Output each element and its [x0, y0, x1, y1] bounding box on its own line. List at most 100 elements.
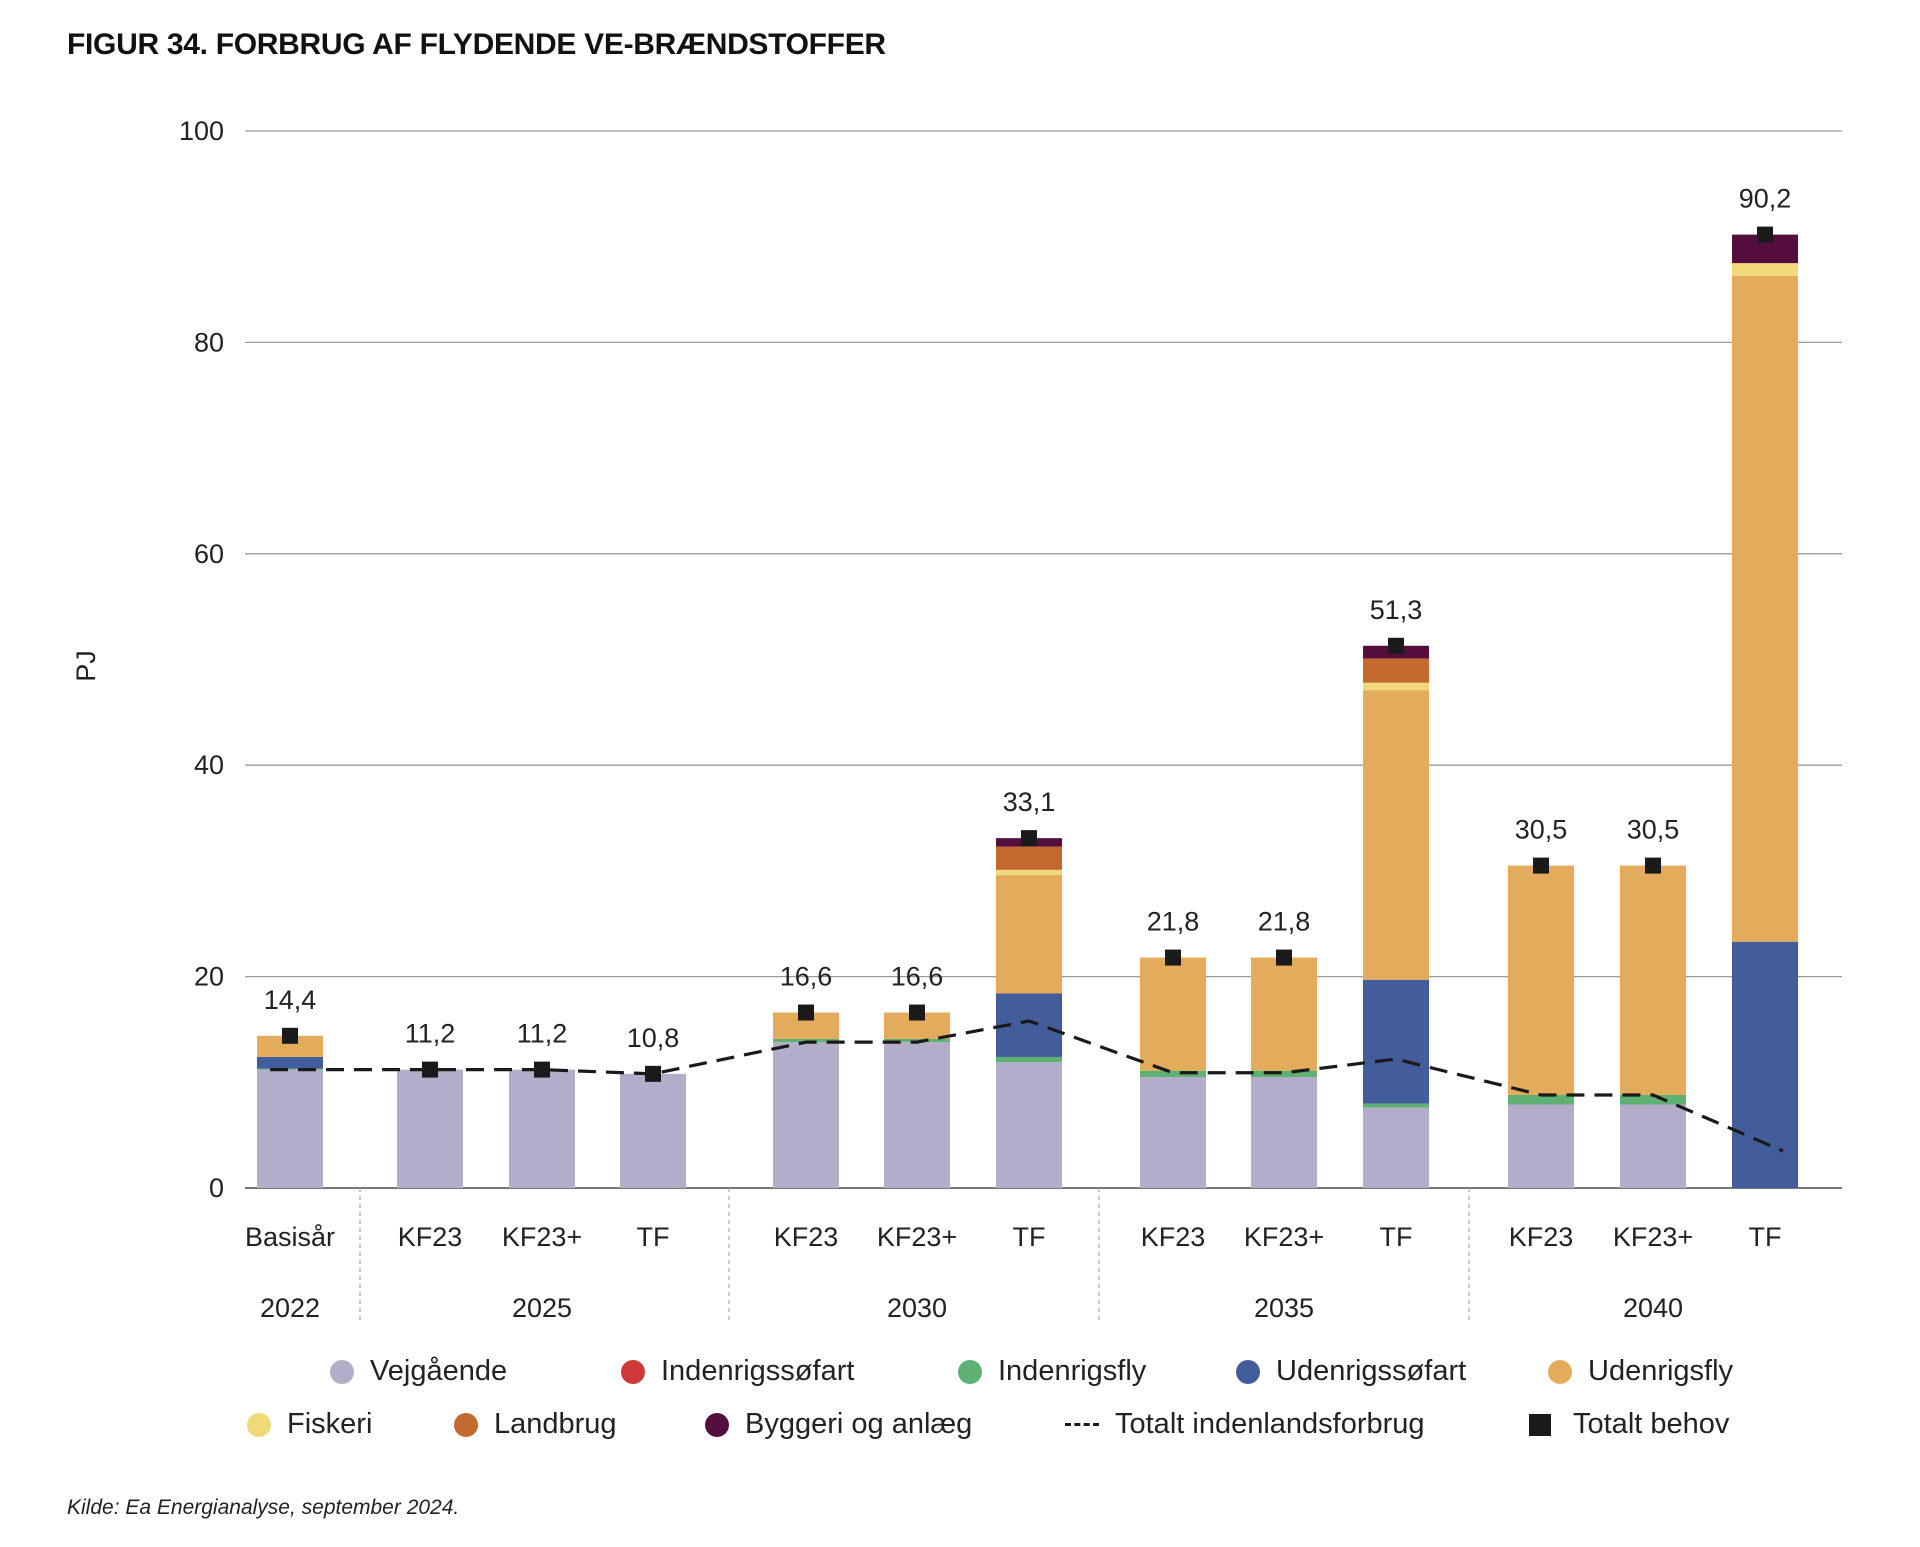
total-marker: [534, 1061, 550, 1078]
data-label: 90,2: [1739, 184, 1792, 214]
legend-dot-icon: [454, 1412, 478, 1437]
bar-segment: [996, 846, 1062, 870]
bar-segment: [1363, 658, 1429, 683]
data-label: 16,6: [780, 962, 833, 992]
x-category-label: KF23: [1509, 1222, 1574, 1252]
legend-label: Totalt indenlandsforbrug: [1115, 1408, 1425, 1440]
bar-segment: [1251, 957, 1317, 1071]
legend-item: Indenrigssøfart: [621, 1355, 854, 1388]
legend-dot-icon: [1236, 1359, 1260, 1384]
data-label: 16,6: [891, 962, 944, 992]
data-label: 21,8: [1147, 907, 1200, 937]
bar-segment: [1363, 1103, 1429, 1108]
data-label: 10,8: [627, 1023, 680, 1053]
total-marker: [1165, 949, 1181, 966]
legend-label: Udenrigsfly: [1588, 1355, 1734, 1387]
total-marker: [645, 1065, 661, 1082]
bar-segment: [1251, 1077, 1317, 1188]
bar-segment: [1508, 865, 1574, 1095]
y-tick-label: 40: [194, 750, 224, 780]
legend-dot-icon: [705, 1412, 729, 1437]
x-category-label: KF23+: [1244, 1222, 1324, 1252]
bar-segment: [1620, 1094, 1686, 1105]
legend-label: Byggeri og anlæg: [745, 1408, 973, 1440]
x-group-label: 2025: [512, 1293, 572, 1323]
legend-label: Udenrigssøfart: [1276, 1355, 1467, 1387]
total-marker: [1757, 226, 1773, 243]
x-category-label: TF: [637, 1222, 670, 1252]
bar-segment: [1508, 1094, 1574, 1105]
legend-dash-icon: [1065, 1423, 1099, 1426]
bar-segment: [996, 869, 1062, 876]
legend-item: Totalt indenlandsforbrug: [1065, 1408, 1425, 1441]
x-group-label: 2022: [260, 1293, 320, 1323]
bar-segment: [397, 1069, 463, 1188]
x-group-label: 2035: [1254, 1293, 1314, 1323]
bar-segment: [1732, 263, 1798, 276]
x-category-label: TF: [1013, 1222, 1046, 1252]
data-label: 33,1: [1003, 787, 1056, 817]
bar-segment: [509, 1069, 575, 1188]
bar-segment: [257, 1068, 323, 1070]
legend-label: Fiskeri: [287, 1408, 373, 1440]
bar-segment: [257, 1056, 323, 1069]
legend-item: Landbrug: [454, 1408, 617, 1441]
y-tick-label: 80: [194, 327, 224, 357]
legend-item: Totalt behov: [1529, 1408, 1729, 1441]
bar-segment: [996, 1062, 1062, 1188]
bar-segment: [1363, 690, 1429, 980]
bar-segment: [620, 1073, 686, 1188]
legend-label: Totalt behov: [1573, 1408, 1730, 1440]
bar-segment: [996, 1056, 1062, 1063]
total-marker: [422, 1061, 438, 1078]
x-category-label: KF23: [398, 1222, 463, 1252]
total-marker: [798, 1004, 814, 1021]
y-tick-label: 0: [209, 1173, 224, 1203]
legend-item: Fiskeri: [247, 1408, 372, 1441]
total-marker: [1388, 637, 1404, 654]
legend-label: Indenrigsfly: [998, 1355, 1147, 1387]
x-category-label: KF23+: [877, 1222, 957, 1252]
total-marker: [1645, 857, 1661, 874]
data-label: 30,5: [1515, 815, 1568, 845]
legend-dot-icon: [1548, 1359, 1572, 1384]
bar-segment: [1620, 1104, 1686, 1188]
x-category-label: KF23: [774, 1222, 839, 1252]
bar-segment: [1251, 1070, 1317, 1078]
bar-segment: [1508, 1104, 1574, 1188]
legend-label: Landbrug: [494, 1408, 617, 1440]
y-tick-label: 100: [179, 116, 224, 146]
total-marker: [1533, 857, 1549, 874]
legend-item: Indenrigsfly: [958, 1355, 1146, 1388]
legend-square-icon: [1529, 1413, 1551, 1436]
stacked-bar-chart: 0 20 40 60 80 100 PJ 14,4 11,2 11,2 10,8 16,6 16,6 33…: [71, 116, 1842, 1323]
data-label: 21,8: [1258, 907, 1311, 937]
data-label: 11,2: [517, 1019, 568, 1049]
data-label: 30,5: [1627, 815, 1680, 845]
legend-item: Byggeri og anlæg: [705, 1408, 972, 1441]
data-label: 14,4: [264, 985, 317, 1015]
legend-item: Vejgående: [330, 1355, 507, 1388]
x-category-label: KF23: [1141, 1222, 1206, 1252]
legend-item: Udenrigssøfart: [1236, 1355, 1466, 1388]
bar-segment: [1732, 275, 1798, 942]
bar-segment: [1620, 865, 1686, 1095]
x-category-label: TF: [1749, 1222, 1782, 1252]
y-axis-label: PJ: [71, 650, 101, 682]
bar-segment: [1140, 1077, 1206, 1188]
bar-segment: [884, 1042, 950, 1188]
bar-segment: [1732, 941, 1798, 1188]
y-tick-label: 60: [194, 539, 224, 569]
x-category-label: TF: [1380, 1222, 1413, 1252]
bar-segment: [1363, 979, 1429, 1104]
x-category-label: Basisår: [245, 1222, 335, 1252]
legend-label: Vejgående: [370, 1355, 508, 1387]
bar-segment: [1140, 957, 1206, 1071]
data-label: 11,2: [405, 1019, 456, 1049]
legend-label: Indenrigssøfart: [661, 1355, 855, 1387]
y-tick-label: 20: [194, 962, 224, 992]
bar-segment: [257, 1069, 323, 1188]
bar-segment: [996, 875, 1062, 994]
x-category-label: KF23+: [502, 1222, 582, 1252]
legend-dot-icon: [621, 1359, 645, 1384]
